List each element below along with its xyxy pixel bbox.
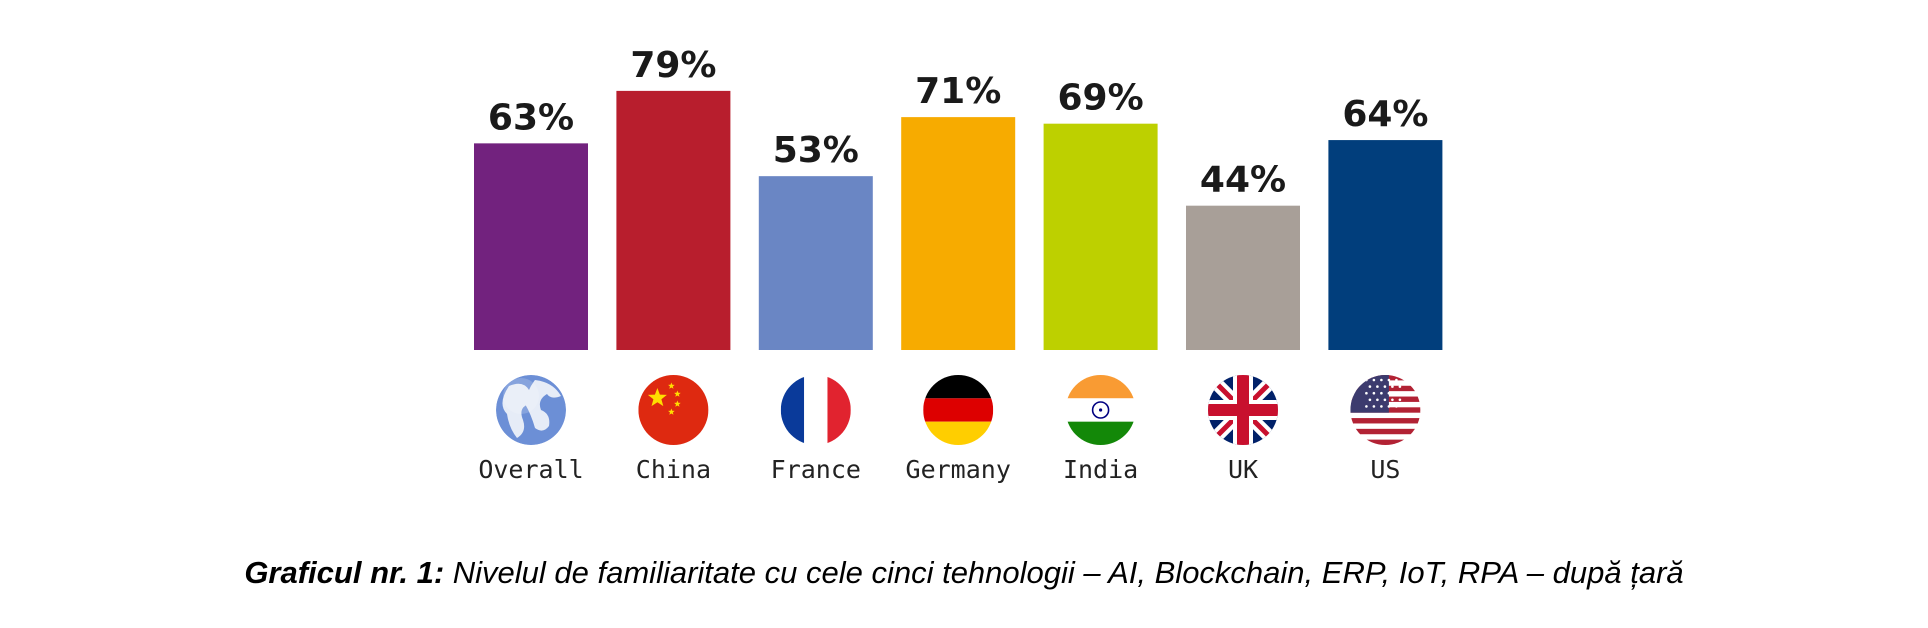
globe-icon [496,375,566,445]
bar-uk [1186,205,1300,350]
category-label-china: China [636,455,711,484]
category-labels-group: Overall China France Germany India UK US [478,455,1400,484]
caption-text: Nivelul de familiaritate cu cele cinci t… [444,555,1684,590]
value-label-us: 64% [1342,94,1428,135]
bar-germany [901,117,1016,351]
bar-india [1043,123,1158,351]
bar-us [1328,140,1443,350]
bars-group [474,90,1443,351]
value-label-germany: 71% [915,71,1001,112]
flag-icons-group [496,375,1421,445]
france-flag-icon [780,375,851,445]
bar-china [616,90,731,350]
category-label-uk: UK [1228,455,1258,484]
category-label-india: India [1063,455,1138,484]
india-flag-icon [1065,375,1136,445]
category-label-us: US [1370,455,1400,484]
caption-label: Graficul nr. 1: [244,555,445,590]
value-label-overall: 63% [488,97,574,138]
value-label-france: 53% [773,130,859,171]
uk-flag-icon [1208,375,1278,445]
bar-france [758,176,873,350]
germany-flag-icon [923,375,994,445]
value-labels-group: 63% 79% 53% 71% 69% 44% 64% [488,45,1429,201]
bar-chart: 63% 79% 53% 71% 69% 44% 64% Overall China France… [474,45,1443,484]
chart-caption: Graficul nr. 1: Nivelul de familiaritate… [0,555,1928,591]
value-label-india: 69% [1058,78,1144,119]
bar-overall [474,143,588,350]
value-label-uk: 44% [1200,160,1286,201]
category-label-france: France [771,455,861,484]
us-flag-icon [1350,375,1421,445]
category-label-overall: Overall [478,455,583,484]
category-label-germany: Germany [906,455,1011,484]
value-label-china: 79% [630,45,716,86]
china-flag-icon [638,375,709,445]
